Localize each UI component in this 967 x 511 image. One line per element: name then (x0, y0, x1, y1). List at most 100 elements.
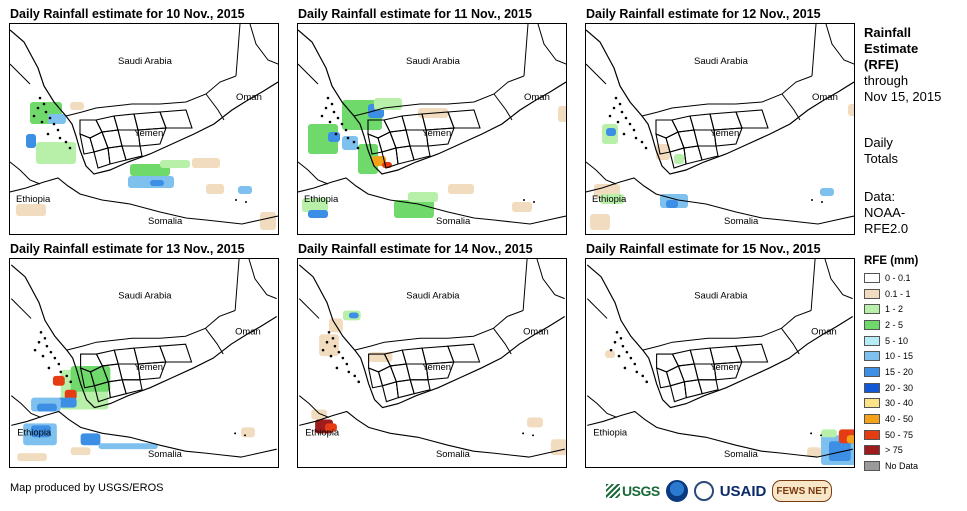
rainfall-area (374, 98, 402, 110)
rainfall-area (558, 106, 566, 122)
usgs-logo: USGS (606, 481, 660, 501)
data-source-line-2: RFE2.0 (864, 221, 909, 236)
rainfall-area (150, 180, 164, 186)
legend-swatch (864, 351, 880, 362)
legend-item: 5 - 10 (864, 333, 918, 349)
rainfall-area (238, 186, 252, 194)
data-label: Data: (864, 189, 896, 204)
rainfall-area (70, 447, 91, 456)
rainfall-area (241, 427, 255, 438)
legend-swatch (864, 335, 880, 346)
country-label-somalia: Somalia (148, 216, 183, 227)
legend-swatch (864, 288, 880, 299)
legend-item: 2 - 5 (864, 317, 918, 333)
rainfall-area (31, 425, 51, 438)
rainfall-area (328, 132, 340, 142)
rainfall-area (308, 210, 328, 218)
rainfall-area (605, 350, 616, 359)
rainfall-area (666, 200, 678, 208)
rainfall-area (192, 158, 220, 168)
legend-label: 20 - 30 (885, 382, 914, 393)
country-label-saudi: Saudi Arabia (694, 290, 748, 301)
rainfall-area (408, 192, 438, 202)
country-label-ethiopia: Ethiopia (16, 194, 51, 205)
rainfall-area (56, 397, 77, 408)
rainfall-area (70, 102, 84, 110)
legend-item: 0.1 - 1 (864, 286, 918, 302)
legend-label: 0.1 - 1 (885, 288, 911, 299)
panel-title-2: Daily Rainfall estimate for 11 Nov., 201… (298, 7, 532, 21)
rainfall-area (606, 128, 616, 136)
country-label-ethiopia: Ethiopia (593, 426, 628, 437)
rainfall-area (98, 443, 158, 450)
legend-swatch (864, 398, 880, 409)
rainfall-area (206, 184, 224, 194)
country-label-oman: Oman (235, 325, 261, 336)
rainfall-area (848, 104, 854, 116)
legend-swatch (864, 319, 880, 330)
rainfall-area (325, 423, 337, 432)
country-label-ethiopia: Ethiopia (304, 194, 339, 205)
country-label-yemen: Yemen (710, 128, 739, 139)
map-credit: Map produced by USGS/EROS (10, 482, 164, 494)
panel-title-3: Daily Rainfall estimate for 12 Nov., 201… (586, 7, 821, 21)
legend-item: 30 - 40 (864, 396, 918, 412)
rainfall-area (590, 214, 610, 230)
legend-swatch (864, 366, 880, 377)
country-label-saudi: Saudi Arabia (118, 56, 173, 67)
legend-item: 1 - 2 (864, 301, 918, 317)
country-label-yemen: Yemen (134, 361, 163, 372)
rainfall-area (512, 202, 532, 212)
totals-text: Totals (864, 151, 898, 166)
country-label-oman: Oman (812, 92, 838, 103)
rainfall-area (550, 439, 566, 456)
usaid-logo: USAID (719, 482, 767, 500)
department-of-state-seal (693, 481, 714, 501)
legend-label: 5 - 10 (885, 335, 909, 346)
legend-swatch (864, 414, 880, 425)
country-label-saudi: Saudi Arabia (406, 56, 461, 67)
country-label-somalia: Somalia (436, 216, 471, 227)
fews-net-logo: FEWS NET (772, 480, 833, 502)
country-label-yemen: Yemen (710, 361, 739, 372)
yemen-region-map: Saudi Arabia Oman Yemen Ethiopia Somalia (586, 259, 854, 466)
legend-item: > 75 (864, 443, 918, 459)
rainfall-area (80, 433, 101, 446)
map-panel-5: Saudi Arabia Oman Yemen Ethiopia Somalia (297, 258, 567, 468)
rainfall-area (36, 142, 76, 164)
legend-label: 15 - 20 (885, 366, 914, 377)
rainfall-area (342, 136, 358, 150)
rainfall-area (527, 417, 543, 428)
coastline (298, 29, 566, 175)
legend-swatch (864, 429, 880, 440)
legend-label: 50 - 75 (885, 429, 914, 440)
legend-item: 0 - 0.1 (864, 270, 918, 286)
rainfall-area (17, 453, 47, 462)
through-text: through (864, 73, 909, 88)
title-line-3: (RFE) (864, 57, 899, 72)
rainfall-area (26, 134, 36, 148)
map-panel-6: Saudi Arabia Oman Yemen Ethiopia Somalia (585, 258, 855, 468)
panel-title-6: Daily Rainfall estimate for 15 Nov., 201… (586, 242, 821, 256)
legend-label: 0 - 0.1 (885, 272, 911, 283)
rainfall-area (448, 184, 474, 194)
rainfall-area (821, 429, 837, 438)
rainfall-area (260, 212, 276, 230)
legend-item: 50 - 75 (864, 427, 918, 443)
legend-item: No Data (864, 458, 918, 474)
rainfall-area (319, 334, 339, 357)
partner-logos: USGS USAID FEWS NET (606, 480, 833, 502)
country-label-saudi: Saudi Arabia (694, 56, 749, 67)
country-label-saudi: Saudi Arabia (406, 290, 460, 301)
yemen-region-map: Saudi Arabia Oman Yemen Ethiopia Somalia (298, 259, 566, 459)
rainfall-area (64, 389, 77, 400)
legend-swatch (864, 272, 880, 283)
yemen-region-map: Saudi Arabia Oman Yemen Ethiopia Somalia (10, 259, 278, 462)
country-label-saudi: Saudi Arabia (118, 290, 172, 301)
legend-swatch (864, 461, 880, 472)
map-panel-3: Saudi Arabia Oman Yemen Ethiopia Somalia (585, 23, 855, 235)
rainfall-area (16, 204, 46, 216)
map-panel-4: Saudi Arabia Oman Yemen Ethiopia Somalia (9, 258, 279, 468)
map-panel-2: Saudi Arabia Oman Yemen Ethiopia Somalia (297, 23, 567, 235)
rainfall-area (348, 312, 359, 319)
